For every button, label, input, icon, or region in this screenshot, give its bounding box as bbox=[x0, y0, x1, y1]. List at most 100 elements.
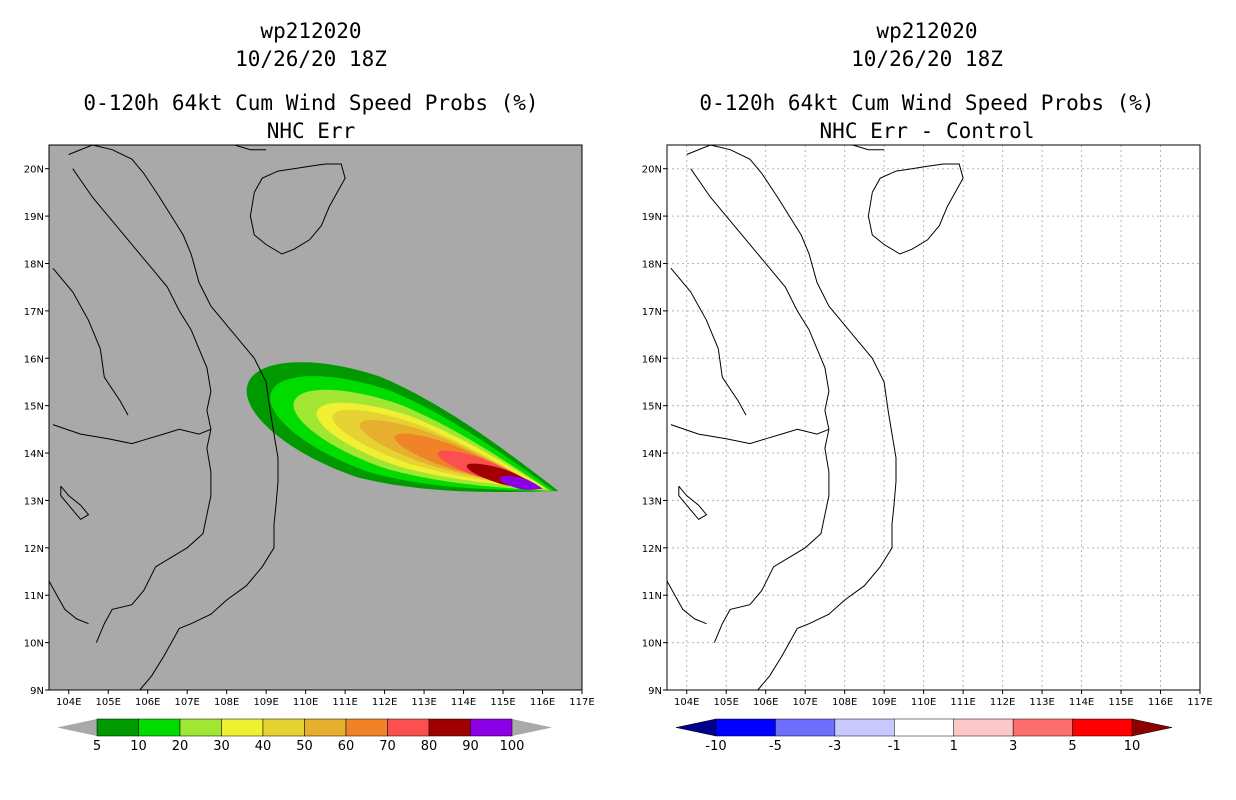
right-x-tick-label: 113E bbox=[1029, 697, 1054, 708]
left-y-tick-label: 10N bbox=[24, 639, 44, 650]
left-colorbar-swatch bbox=[96, 718, 139, 737]
left-colorbar-label: 50 bbox=[296, 739, 313, 754]
left-colorbar-swatch bbox=[138, 718, 181, 737]
left-colorbar-label: 30 bbox=[213, 739, 230, 754]
right-y-tick-label: 16N bbox=[642, 354, 662, 365]
right-y-tick-label: 20N bbox=[642, 165, 662, 176]
left-colorbar-swatch bbox=[345, 718, 388, 737]
right-x-tick-label: 110E bbox=[911, 697, 936, 708]
left-colorbar-under-arrow bbox=[57, 719, 97, 736]
left-y-tick-label: 20N bbox=[24, 165, 44, 176]
right-map-background bbox=[667, 145, 1200, 690]
right-x-tick-label: 115E bbox=[1108, 697, 1133, 708]
left-y-tick-label: 19N bbox=[24, 212, 44, 223]
left-y-tick-label: 18N bbox=[24, 259, 44, 270]
left-title-subtitle: NHC Err bbox=[267, 119, 356, 143]
left-x-tick-label: 115E bbox=[490, 697, 515, 708]
left-y-tick-label: 16N bbox=[24, 354, 44, 365]
right-colorbar-swatch bbox=[1072, 718, 1133, 737]
left-colorbar-label: 70 bbox=[379, 739, 396, 754]
left-x-tick-label: 112E bbox=[372, 697, 397, 708]
right-map-panel: 104E 105E 106E 107E 108E 109E 110E 111E 112E 113E… bbox=[642, 144, 1213, 708]
left-colorbar-swatch bbox=[262, 718, 305, 737]
left-colorbar-label: 20 bbox=[172, 739, 189, 754]
left-coastline-china-coast bbox=[234, 145, 267, 151]
right-colorbar-label: -1 bbox=[888, 739, 901, 754]
right-colorbar: -10 -5 -3 -1 1 3 5 10 bbox=[675, 718, 1173, 754]
left-title-datetime: 10/26/20 18Z bbox=[235, 47, 387, 71]
left-x-tick-label: 104E bbox=[56, 697, 81, 708]
left-y-tick-label: 12N bbox=[24, 544, 44, 555]
right-colorbar-label: -3 bbox=[828, 739, 841, 754]
right-x-tick-label: 104E bbox=[674, 697, 699, 708]
left-x-tick-label: 109E bbox=[253, 697, 278, 708]
left-x-tick-label: 105E bbox=[96, 697, 121, 708]
right-x-tick-label: 117E bbox=[1187, 697, 1212, 708]
right-y-tick-label: 15N bbox=[642, 402, 662, 413]
right-colorbar-label: 1 bbox=[950, 739, 958, 754]
right-colorbar-label: -10 bbox=[705, 739, 726, 754]
left-x-tick-label: 110E bbox=[293, 697, 318, 708]
left-colorbar-label: 100 bbox=[500, 739, 525, 754]
left-coastline-thai-laos-border bbox=[52, 267, 129, 416]
left-y-tick-label: 9N bbox=[30, 686, 44, 697]
left-coastline-laos-cambodia-border bbox=[52, 424, 212, 445]
right-y-tick-label: 12N bbox=[642, 544, 662, 555]
right-colorbar-label: 5 bbox=[1068, 739, 1076, 754]
left-coastline-hainan bbox=[249, 163, 346, 255]
left-x-tick-label: 107E bbox=[174, 697, 199, 708]
right-x-tick-label: 114E bbox=[1069, 697, 1094, 708]
right-y-tick-label: 18N bbox=[642, 259, 662, 270]
right-map-frame bbox=[666, 144, 1201, 691]
right-coastline-cambodia-coast bbox=[667, 580, 707, 625]
right-x-tick-label: 107E bbox=[792, 697, 817, 708]
left-x-tick-label: 111E bbox=[332, 697, 357, 708]
left-x-tick-label: 106E bbox=[135, 697, 160, 708]
left-y-tick-label: 17N bbox=[24, 307, 44, 318]
right-coastline-tonle-sap bbox=[678, 485, 708, 521]
right-coastline-laos-cambodia-border bbox=[670, 424, 830, 445]
right-x-tick-label: 109E bbox=[871, 697, 896, 708]
right-colorbar-swatch bbox=[1012, 718, 1073, 737]
left-colorbar-over-arrow bbox=[512, 719, 552, 736]
left-colorbar-swatch bbox=[428, 718, 471, 737]
right-y-tick-label: 10N bbox=[642, 639, 662, 650]
right-y-tick-label: 9N bbox=[648, 686, 662, 697]
right-colorbar-swatch bbox=[834, 718, 895, 737]
right-colorbar-over-arrow bbox=[1131, 718, 1173, 737]
left-colorbar-swatch bbox=[221, 718, 264, 737]
left-panel-titles: wp212020 10/26/20 18Z 0-120h 64kt Cum Wi… bbox=[83, 19, 538, 143]
left-x-tick-label: 113E bbox=[411, 697, 436, 708]
right-y-tick-label: 14N bbox=[642, 449, 662, 460]
right-coastline-vietnam-china-coast bbox=[686, 145, 897, 690]
left-colorbar-label: 10 bbox=[130, 739, 147, 754]
right-colorbar-swatch bbox=[953, 718, 1014, 737]
left-x-tick-label: 108E bbox=[214, 697, 239, 708]
left-colorbar-label: 90 bbox=[462, 739, 479, 754]
right-coastline-china-coast bbox=[852, 145, 885, 151]
left-colorbar-label: 80 bbox=[421, 739, 438, 754]
left-y-tick-label: 13N bbox=[24, 496, 44, 507]
left-coastline-cambodia-coast bbox=[49, 580, 89, 625]
left-y-tick-label: 14N bbox=[24, 449, 44, 460]
left-coastline-tonle-sap bbox=[60, 485, 90, 521]
left-y-tick-label: 15N bbox=[24, 402, 44, 413]
right-colorbar-label: -5 bbox=[769, 739, 782, 754]
right-colorbar-label: 3 bbox=[1009, 739, 1017, 754]
left-x-tick-label: 117E bbox=[569, 697, 594, 708]
left-colorbar-label: 60 bbox=[338, 739, 355, 754]
right-x-tick-label: 111E bbox=[950, 697, 975, 708]
left-colorbar-label: 40 bbox=[255, 739, 272, 754]
right-coastline-hainan bbox=[867, 163, 964, 255]
right-colorbar-swatch bbox=[894, 718, 954, 737]
left-x-tick-label: 114E bbox=[451, 697, 476, 708]
left-colorbar: 5 10 20 30 40 50 60 70 80 90 100 bbox=[57, 718, 552, 754]
right-title-storm-id: wp212020 bbox=[876, 19, 977, 43]
right-colorbar-label: 10 bbox=[1124, 739, 1141, 754]
left-colorbar-swatch bbox=[304, 718, 347, 737]
left-map-content bbox=[49, 145, 559, 690]
right-x-tick-label: 105E bbox=[714, 697, 739, 708]
right-y-tick-label: 11N bbox=[642, 591, 662, 602]
right-title-datetime: 10/26/20 18Z bbox=[851, 47, 1003, 71]
